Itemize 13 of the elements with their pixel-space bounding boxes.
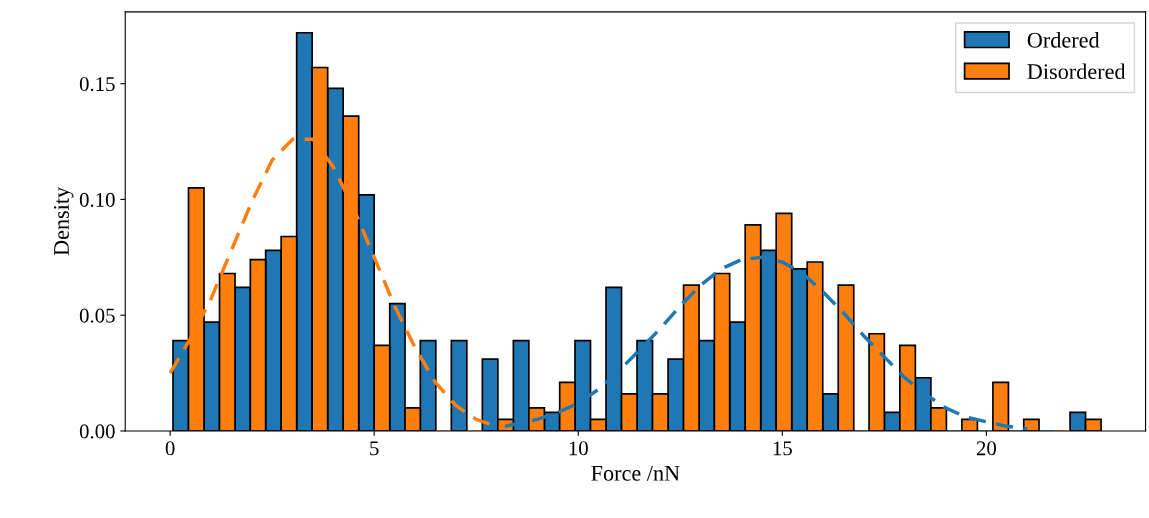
x-tick-label: 5	[370, 441, 379, 456]
x-tick-label: 10	[569, 441, 588, 456]
y-tick-label: 0.10	[79, 192, 115, 207]
y-axis-title: Density	[53, 186, 74, 256]
x-tick-label: 0	[165, 441, 175, 456]
legend-label: Disordered	[1027, 63, 1126, 80]
y-tick-label: 0.15	[79, 77, 115, 92]
y-tick-label: 0.05	[79, 308, 115, 323]
x-axis-title: Force /nN	[591, 465, 680, 481]
x-tick-label: 15	[773, 441, 792, 456]
legend-label: Ordered	[1027, 32, 1100, 48]
y-tick-label: 0.00	[79, 424, 115, 439]
x-tick-label: 20	[976, 441, 997, 456]
